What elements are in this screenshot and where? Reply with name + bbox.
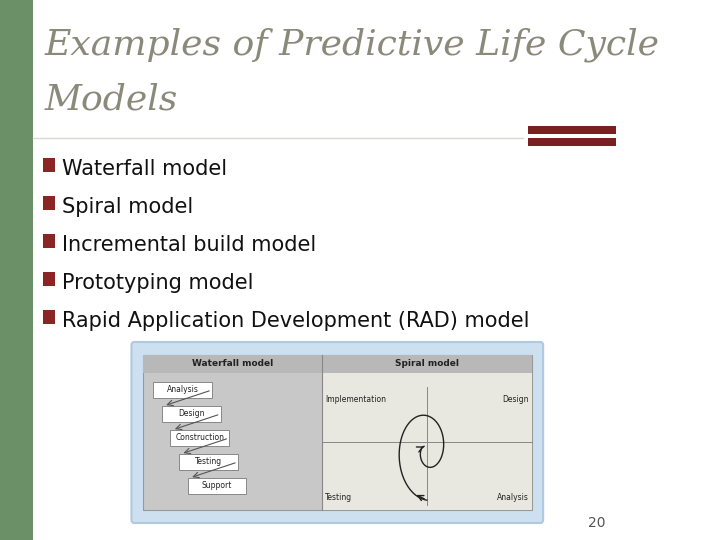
Text: Testing: Testing (195, 457, 222, 467)
Text: Rapid Application Development (RAD) model: Rapid Application Development (RAD) mode… (62, 311, 530, 331)
Bar (43, 158, 55, 172)
Bar (43, 234, 55, 248)
Bar (171, 430, 229, 446)
Text: Models: Models (45, 82, 179, 116)
Text: Design: Design (502, 395, 528, 404)
Bar (322, 373, 532, 510)
Text: Design: Design (178, 409, 204, 418)
Text: Prototyping model: Prototyping model (62, 273, 253, 293)
Text: Testing: Testing (325, 493, 352, 502)
Bar (153, 382, 212, 398)
FancyBboxPatch shape (132, 342, 543, 523)
Bar (43, 272, 55, 286)
Text: Support: Support (202, 482, 233, 490)
Text: Construction: Construction (175, 434, 225, 442)
Bar (143, 355, 532, 373)
Text: 20: 20 (588, 516, 606, 530)
Bar (43, 196, 55, 210)
Bar (188, 478, 246, 494)
Bar (528, 126, 616, 134)
Bar (143, 355, 532, 510)
Bar (528, 138, 616, 146)
Text: Incremental build model: Incremental build model (62, 235, 317, 255)
Text: Waterfall model: Waterfall model (62, 159, 228, 179)
Text: Spiral model: Spiral model (395, 360, 459, 368)
Text: Waterfall model: Waterfall model (192, 360, 273, 368)
Bar (43, 310, 55, 324)
Text: Examples of Predictive Life Cycle: Examples of Predictive Life Cycle (45, 28, 660, 63)
Bar (0, 0, 33, 540)
Text: Spiral model: Spiral model (62, 197, 194, 217)
Text: Analysis: Analysis (166, 386, 199, 395)
Bar (179, 454, 238, 470)
Text: Implementation: Implementation (325, 395, 386, 404)
Bar (162, 406, 220, 422)
Text: Analysis: Analysis (497, 493, 528, 502)
